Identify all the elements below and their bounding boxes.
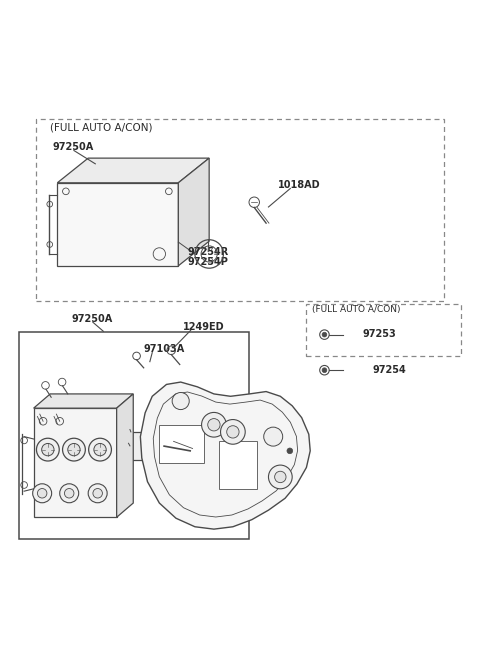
- Bar: [219, 441, 257, 489]
- Circle shape: [64, 489, 74, 498]
- Circle shape: [227, 426, 239, 438]
- Circle shape: [275, 471, 286, 483]
- Bar: [129, 432, 164, 460]
- Text: 97250A: 97250A: [72, 314, 113, 324]
- Bar: [190, 441, 201, 455]
- Circle shape: [93, 489, 102, 498]
- Bar: [115, 228, 144, 237]
- Circle shape: [42, 443, 54, 456]
- Bar: [91, 199, 112, 215]
- Circle shape: [202, 413, 226, 437]
- Bar: [36, 119, 444, 301]
- Bar: [159, 424, 204, 462]
- Bar: [91, 220, 112, 236]
- Circle shape: [88, 484, 107, 503]
- Circle shape: [89, 438, 111, 461]
- Text: 97254P: 97254P: [188, 257, 228, 267]
- Text: 97254: 97254: [373, 365, 407, 375]
- Circle shape: [220, 420, 245, 444]
- Bar: [91, 242, 112, 257]
- Circle shape: [62, 438, 85, 461]
- Circle shape: [264, 427, 283, 446]
- Circle shape: [268, 465, 292, 489]
- Circle shape: [36, 438, 59, 461]
- Bar: [165, 218, 174, 237]
- Circle shape: [37, 489, 47, 498]
- Polygon shape: [34, 408, 117, 517]
- Text: 97103A: 97103A: [143, 344, 184, 354]
- Polygon shape: [179, 158, 209, 266]
- Circle shape: [322, 332, 327, 337]
- Polygon shape: [140, 382, 310, 529]
- Circle shape: [172, 392, 189, 409]
- Text: 97253: 97253: [362, 329, 396, 339]
- Circle shape: [68, 443, 80, 456]
- Circle shape: [208, 419, 220, 431]
- Text: 1018AD: 1018AD: [278, 180, 321, 190]
- Circle shape: [322, 368, 327, 373]
- Polygon shape: [57, 158, 209, 183]
- Bar: [19, 332, 250, 538]
- Circle shape: [94, 443, 106, 456]
- Bar: [63, 242, 84, 257]
- Bar: [63, 220, 84, 236]
- Circle shape: [287, 448, 293, 454]
- Text: 97250A: 97250A: [53, 142, 94, 152]
- Text: (FULL AUTO A/CON): (FULL AUTO A/CON): [312, 305, 401, 314]
- Text: (FULL AUTO A/CON): (FULL AUTO A/CON): [50, 122, 153, 132]
- Bar: [306, 304, 461, 356]
- Circle shape: [60, 484, 79, 503]
- Bar: [63, 199, 84, 215]
- Circle shape: [33, 484, 52, 503]
- Polygon shape: [34, 394, 133, 408]
- Text: 1249ED: 1249ED: [183, 322, 225, 331]
- Polygon shape: [57, 183, 179, 266]
- Polygon shape: [117, 394, 133, 517]
- Text: 97254R: 97254R: [188, 246, 229, 257]
